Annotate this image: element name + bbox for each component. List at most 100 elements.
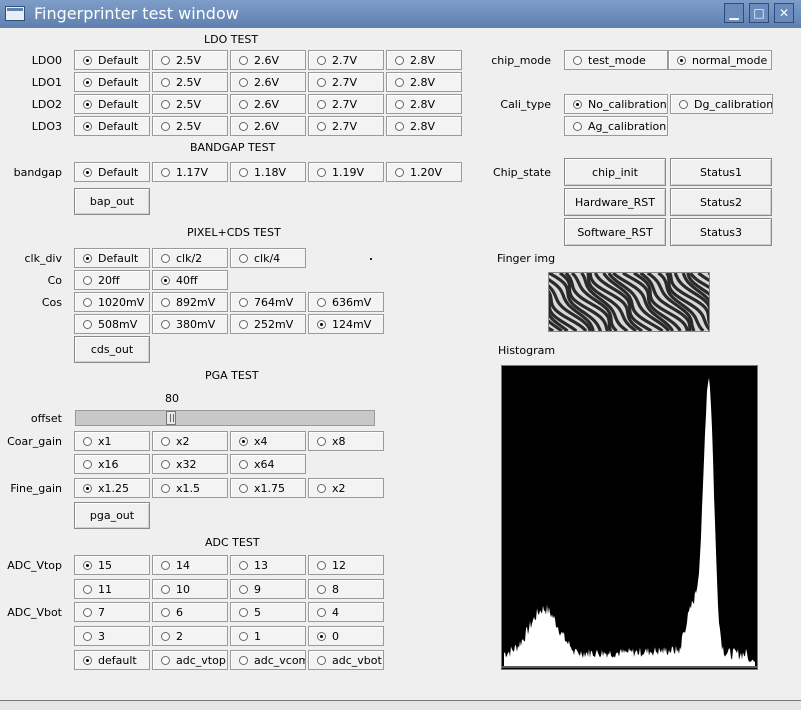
bandgap-option-2-label: 1.18V bbox=[254, 165, 287, 179]
ldo2-option-2[interactable]: 2.6V bbox=[230, 94, 306, 114]
adc-vbot-option-6[interactable]: 1 bbox=[230, 626, 306, 646]
bandgap-option-1[interactable]: 1.17V bbox=[152, 162, 228, 182]
cos-option-2[interactable]: 764mV bbox=[230, 292, 306, 312]
ldo0-option-2[interactable]: 2.6V bbox=[230, 50, 306, 70]
ldo1-option-0[interactable]: Default bbox=[74, 72, 150, 92]
radio-empty-icon bbox=[239, 77, 248, 87]
chip-mode-option-1[interactable]: normal_mode bbox=[668, 50, 772, 70]
ldo3-option-4[interactable]: 2.8V bbox=[386, 116, 462, 136]
pga-out-button[interactable]: pga_out bbox=[74, 502, 150, 529]
offset-slider-thumb[interactable] bbox=[166, 411, 176, 425]
ldo3-option-0[interactable]: Default bbox=[74, 116, 150, 136]
cos-option-3[interactable]: 636mV bbox=[308, 292, 384, 312]
adc-vbot-option-5[interactable]: 2 bbox=[152, 626, 228, 646]
cali-type-option-1[interactable]: Dg_calibration bbox=[670, 94, 773, 114]
adc-vtop-option-2[interactable]: 13 bbox=[230, 555, 306, 575]
ldo1-option-3[interactable]: 2.7V bbox=[308, 72, 384, 92]
adc-vbot-option-4[interactable]: 3 bbox=[74, 626, 150, 646]
fine-gain-option-3[interactable]: x2 bbox=[308, 478, 384, 498]
cali-type-option-1-label: Dg_calibration bbox=[694, 97, 773, 111]
adc-vtop-option-4[interactable]: 11 bbox=[74, 579, 150, 599]
coar-gain-option-5[interactable]: x32 bbox=[152, 454, 228, 474]
chip-mode-option-0[interactable]: test_mode bbox=[564, 50, 668, 70]
status2-button[interactable]: Status2 bbox=[670, 188, 772, 216]
ldo3-option-2[interactable]: 2.6V bbox=[230, 116, 306, 136]
cos-option-5[interactable]: 380mV bbox=[152, 314, 228, 334]
close-button[interactable]: ✕ bbox=[774, 3, 794, 23]
hardware-rst-button[interactable]: Hardware_RST bbox=[564, 188, 666, 216]
cos-option-0[interactable]: 1020mV bbox=[74, 292, 150, 312]
fine-gain-option-0[interactable]: x1.25 bbox=[74, 478, 150, 498]
radio-empty-icon bbox=[317, 121, 326, 131]
coar-gain-option-3[interactable]: x8 bbox=[308, 431, 384, 451]
cali-type-option-2[interactable]: Ag_calibration bbox=[564, 116, 668, 136]
adc-vbot-option-1[interactable]: 6 bbox=[152, 602, 228, 622]
coar-gain-option-6[interactable]: x64 bbox=[230, 454, 306, 474]
ldo2-option-3[interactable]: 2.7V bbox=[308, 94, 384, 114]
offset-slider[interactable] bbox=[75, 410, 375, 426]
cos-option-1[interactable]: 892mV bbox=[152, 292, 228, 312]
bandgap-option-4[interactable]: 1.20V bbox=[386, 162, 462, 182]
cali-type-option-0[interactable]: No_calibration bbox=[564, 94, 668, 114]
status1-button[interactable]: Status1 bbox=[670, 158, 772, 186]
adc-mode-option-2[interactable]: adc_vcom bbox=[230, 650, 306, 670]
adc-vbot-option-2[interactable]: 5 bbox=[230, 602, 306, 622]
adc-mode-option-1[interactable]: adc_vtop bbox=[152, 650, 228, 670]
ldo2-option-1[interactable]: 2.5V bbox=[152, 94, 228, 114]
adc-vtop-option-6-label: 9 bbox=[254, 582, 261, 596]
ldo2-option-0[interactable]: Default bbox=[74, 94, 150, 114]
coar-gain-option-0[interactable]: x1 bbox=[74, 431, 150, 451]
cos-option-6-label: 252mV bbox=[254, 317, 294, 331]
clk-div-option-1[interactable]: clk/2 bbox=[152, 248, 228, 268]
fine-gain-option-1[interactable]: x1.5 bbox=[152, 478, 228, 498]
adc-vtop-option-0[interactable]: 15 bbox=[74, 555, 150, 575]
bandgap-option-0[interactable]: Default bbox=[74, 162, 150, 182]
adc-vtop-option-3[interactable]: 12 bbox=[308, 555, 384, 575]
bandgap-option-3[interactable]: 1.19V bbox=[308, 162, 384, 182]
ldo0-option-1[interactable]: 2.5V bbox=[152, 50, 228, 70]
clk-div-option-0[interactable]: Default bbox=[74, 248, 150, 268]
ldo0-option-0[interactable]: Default bbox=[74, 50, 150, 70]
clk-div-option-2[interactable]: clk/4 bbox=[230, 248, 306, 268]
radio-empty-icon bbox=[83, 436, 92, 446]
ldo3-option-2-label: 2.6V bbox=[254, 119, 280, 133]
cds-out-button[interactable]: cds_out bbox=[74, 336, 150, 363]
adc-vtop-option-1[interactable]: 14 bbox=[152, 555, 228, 575]
cos-option-6[interactable]: 252mV bbox=[230, 314, 306, 334]
coar-gain-option-4[interactable]: x16 bbox=[74, 454, 150, 474]
adc-vtop-option-6[interactable]: 9 bbox=[230, 579, 306, 599]
ldo3-option-1[interactable]: 2.5V bbox=[152, 116, 228, 136]
ldo1-option-2[interactable]: 2.6V bbox=[230, 72, 306, 92]
adc-vbot-option-7[interactable]: 0 bbox=[308, 626, 384, 646]
ldo0-option-4[interactable]: 2.8V bbox=[386, 50, 462, 70]
status3-button[interactable]: Status3 bbox=[670, 218, 772, 246]
ldo2-option-2-label: 2.6V bbox=[254, 97, 280, 111]
finger-image bbox=[548, 272, 710, 332]
bandgap-option-2[interactable]: 1.18V bbox=[230, 162, 306, 182]
co-option-0[interactable]: 20ff bbox=[74, 270, 150, 290]
ldo0-option-3[interactable]: 2.7V bbox=[308, 50, 384, 70]
cos-option-4[interactable]: 508mV bbox=[74, 314, 150, 334]
maximize-button[interactable]: □ bbox=[749, 3, 769, 23]
minimize-button[interactable]: ▁ bbox=[724, 3, 744, 23]
coar-gain-option-2[interactable]: x4 bbox=[230, 431, 306, 451]
ldo3-option-3[interactable]: 2.7V bbox=[308, 116, 384, 136]
software-rst-button[interactable]: Software_RST bbox=[564, 218, 666, 246]
radio-empty-icon bbox=[83, 607, 92, 617]
radio-empty-icon bbox=[239, 121, 248, 131]
coar-gain-option-1[interactable]: x2 bbox=[152, 431, 228, 451]
bap-out-button[interactable]: bap_out bbox=[74, 188, 150, 215]
chip-init-button[interactable]: chip_init bbox=[564, 158, 666, 186]
cos-option-7[interactable]: 124mV bbox=[308, 314, 384, 334]
adc-vbot-option-0[interactable]: 7 bbox=[74, 602, 150, 622]
adc-vtop-option-7[interactable]: 8 bbox=[308, 579, 384, 599]
adc-vtop-option-5[interactable]: 10 bbox=[152, 579, 228, 599]
ldo1-option-4[interactable]: 2.8V bbox=[386, 72, 462, 92]
adc-mode-option-3[interactable]: adc_vbot bbox=[308, 650, 384, 670]
ldo2-option-4[interactable]: 2.8V bbox=[386, 94, 462, 114]
co-option-1[interactable]: 40ff bbox=[152, 270, 228, 290]
adc-mode-option-0[interactable]: default bbox=[74, 650, 150, 670]
ldo1-option-1[interactable]: 2.5V bbox=[152, 72, 228, 92]
fine-gain-option-2[interactable]: x1.75 bbox=[230, 478, 306, 498]
adc-vbot-option-3[interactable]: 4 bbox=[308, 602, 384, 622]
